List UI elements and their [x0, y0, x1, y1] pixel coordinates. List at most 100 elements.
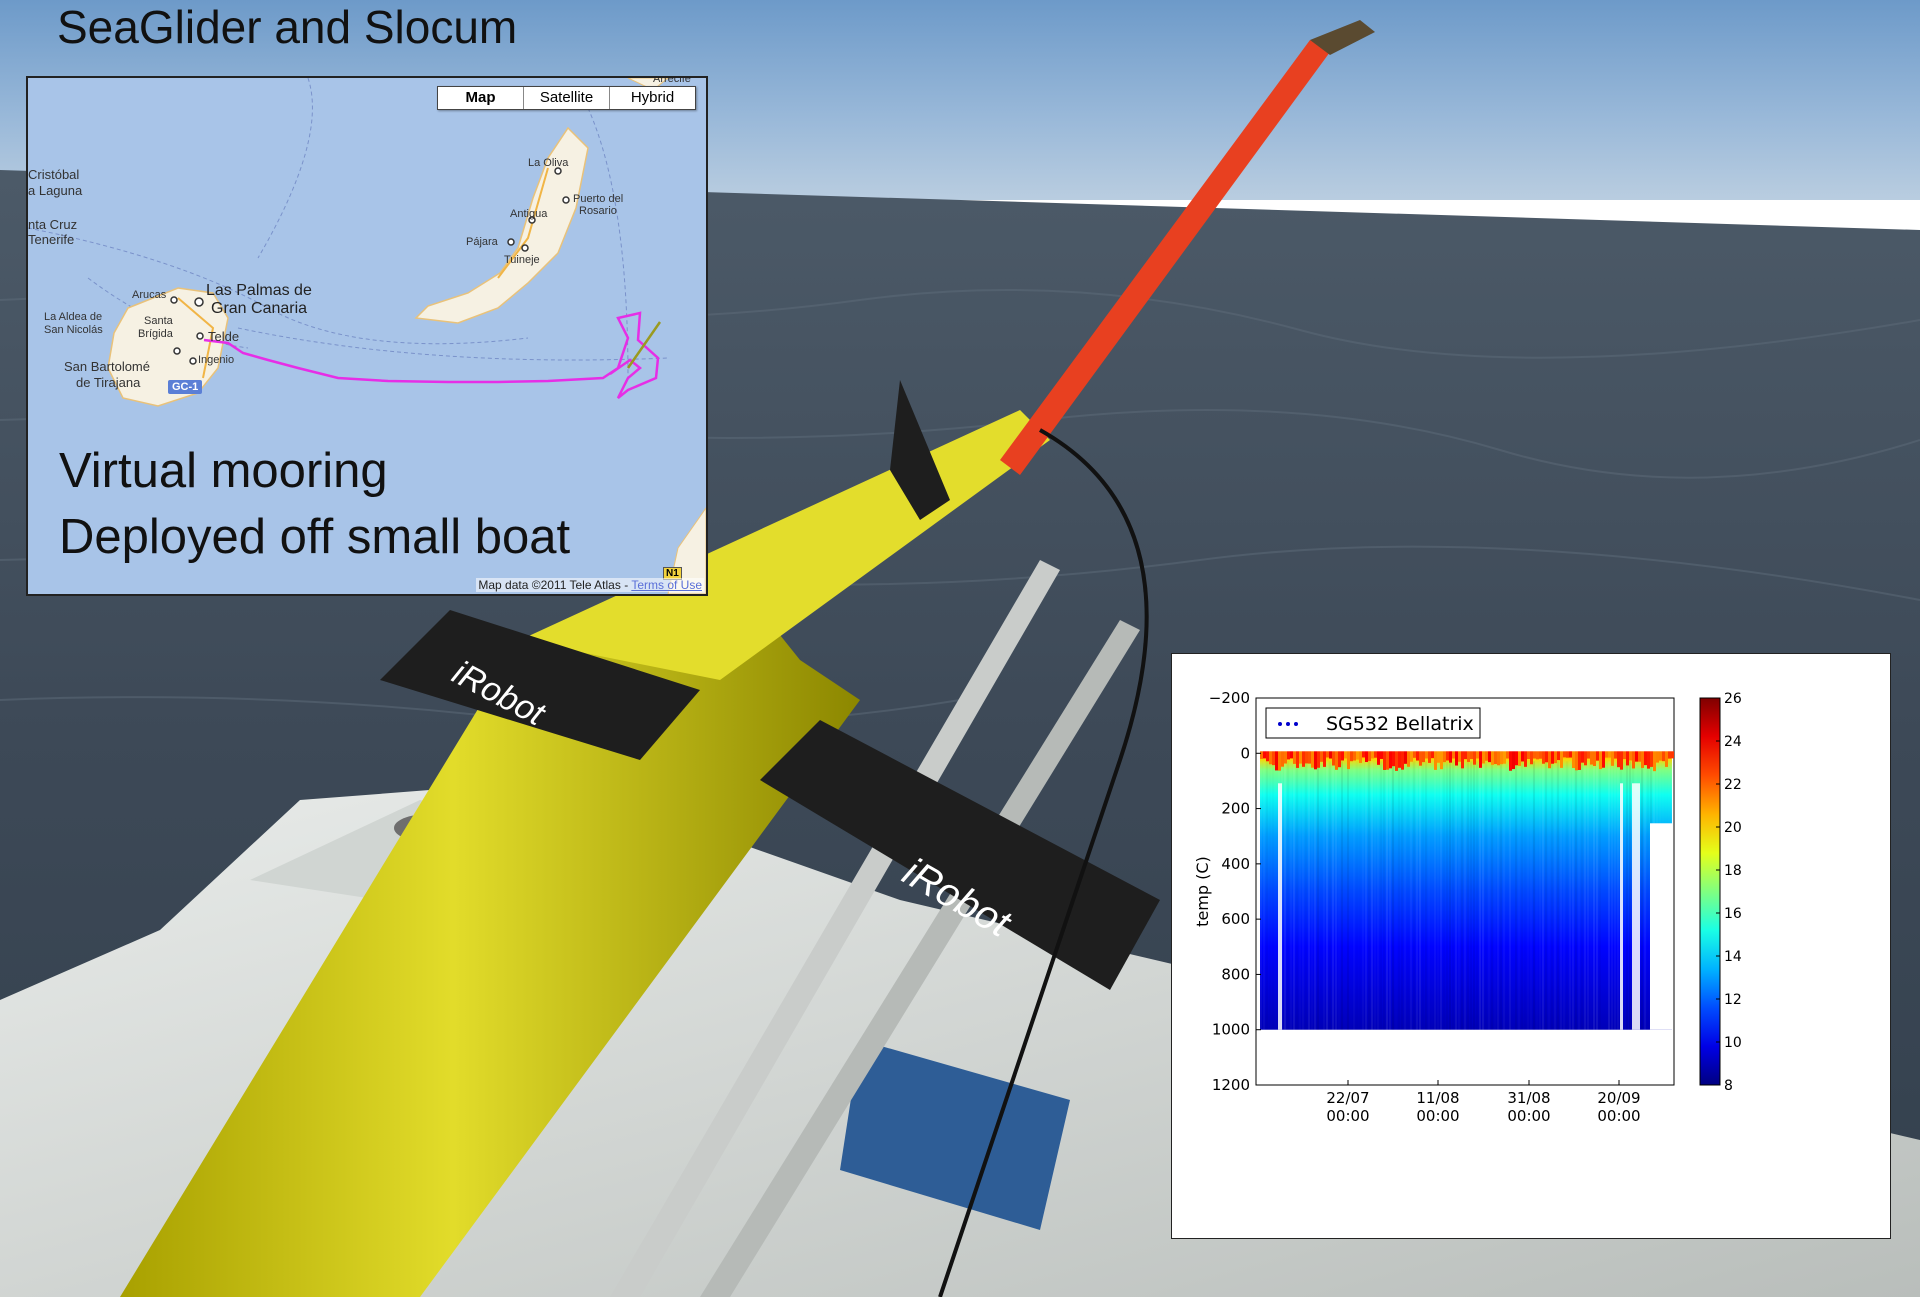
- surface-strip: [1287, 751, 1290, 760]
- colorbar: [1699, 697, 1721, 1086]
- surface-strip: [1365, 751, 1368, 763]
- terms-of-use-link[interactable]: Terms of Use: [631, 578, 702, 592]
- heatmap-strip: [1566, 761, 1568, 1029]
- surface-strip: [1416, 751, 1419, 761]
- surface-strip: [1596, 751, 1599, 761]
- map-type-hybrid-button[interactable]: Hybrid: [609, 87, 695, 109]
- map-type-satellite-button[interactable]: Satellite: [523, 87, 609, 109]
- place-label: La Oliva: [528, 157, 569, 169]
- map-type-map-button[interactable]: Map: [465, 89, 496, 106]
- surface-strip: [1506, 751, 1509, 759]
- surface-strip: [1329, 751, 1332, 759]
- place-label: San Bartolomé: [64, 359, 150, 374]
- heatmap-strip: [1464, 761, 1466, 1030]
- heatmap-strip: [1368, 761, 1370, 1030]
- surface-strip: [1419, 751, 1422, 766]
- heatmap-strip: [1266, 761, 1268, 1029]
- heatmap-strip: [1593, 761, 1595, 1030]
- heatmap-strip: [1371, 761, 1373, 1030]
- map-type-control[interactable]: Map Satellite Hybrid: [437, 86, 696, 110]
- place-label: Arucas: [132, 289, 167, 301]
- heatmap-strip: [1563, 761, 1565, 1029]
- heatmap-strip: [1269, 761, 1271, 1029]
- surface-strip: [1464, 751, 1467, 760]
- y-tick-label: 200: [1221, 800, 1250, 818]
- heatmap-strip: [1641, 761, 1643, 1030]
- place-label: Brígida: [138, 328, 173, 340]
- heatmap-strip: [1545, 761, 1547, 1030]
- heatmap-strip: [1398, 761, 1400, 1029]
- place-label: nta Cruz: [28, 217, 78, 232]
- surface-strip: [1305, 751, 1308, 764]
- heatmap-strip: [1290, 761, 1292, 1029]
- heatmap-strip: [1344, 761, 1346, 1029]
- place-label: Ingenio: [198, 354, 235, 366]
- map-caption: Virtual mooring Deployed off small boat: [59, 438, 570, 570]
- surface-strip: [1473, 751, 1476, 765]
- surface-strip: [1533, 751, 1536, 759]
- heatmap-strip: [1275, 761, 1277, 1029]
- heatmap-strip: [1485, 761, 1487, 1029]
- surface-strip: [1290, 751, 1293, 759]
- surface-strip: [1383, 751, 1386, 770]
- x-tick-label: 00:00: [1416, 1107, 1459, 1125]
- heatmap-strip: [1518, 761, 1520, 1029]
- surface-strip: [1446, 751, 1449, 761]
- surface-strip: [1575, 751, 1578, 771]
- surface-strip: [1428, 751, 1431, 763]
- heatmap-strip: [1311, 761, 1313, 1029]
- heatmap-strip: [1536, 761, 1538, 1029]
- heatmap-strip: [1602, 761, 1604, 1029]
- heatmap-strip: [1515, 761, 1517, 1030]
- heatmap-strip: [1455, 761, 1457, 1030]
- place-label: Antigua: [510, 208, 548, 220]
- heatmap-strip: [1608, 761, 1610, 1030]
- heatmap-strip: [1578, 761, 1580, 1029]
- surface-strip: [1263, 751, 1266, 759]
- surface-strip: [1491, 751, 1494, 765]
- surface-strip: [1518, 751, 1521, 766]
- colorbar-tick-label: 26: [1724, 691, 1742, 707]
- surface-strip: [1377, 751, 1380, 765]
- surface-strip: [1530, 751, 1533, 765]
- y-tick-label: 400: [1221, 855, 1250, 873]
- surface-strip: [1272, 751, 1275, 766]
- heatmap-strip: [1647, 761, 1649, 1029]
- surface-strip: [1479, 751, 1482, 768]
- heatmap-strip: [1575, 761, 1577, 1030]
- surface-strip: [1587, 751, 1590, 759]
- heatmap-strip: [1629, 761, 1631, 1030]
- colorbar-tick-label: 18: [1724, 863, 1742, 879]
- surface-strip: [1485, 751, 1488, 761]
- map-canvas[interactable]: [28, 78, 706, 594]
- surface-strip: [1320, 751, 1323, 762]
- heatmap-strip: [1440, 761, 1442, 1030]
- surface-strip: [1653, 751, 1656, 772]
- heatmap-strip: [1350, 761, 1352, 1029]
- heatmap-strip: [1572, 761, 1574, 1030]
- colorbar-tick-label: 24: [1724, 734, 1742, 750]
- legend-marker: [1286, 722, 1290, 726]
- heatmap-strip: [1551, 761, 1553, 1029]
- town-markers: [170, 167, 570, 365]
- surface-strip: [1284, 751, 1287, 764]
- map-inset[interactable]: Map Satellite Hybrid Cristóbal a Laguna …: [26, 76, 708, 596]
- colorbar-tick-label: 12: [1724, 992, 1742, 1008]
- heatmap-strip: [1458, 761, 1460, 1029]
- surface-strip: [1515, 751, 1518, 766]
- data-gap: [1632, 783, 1640, 1030]
- heatmap-strip: [1611, 761, 1613, 1030]
- heatmap-strip: [1335, 761, 1337, 1030]
- surface-strip: [1470, 751, 1473, 760]
- surface-strip: [1560, 751, 1563, 768]
- place-label: Santa: [144, 315, 173, 327]
- place-label: Tenerife: [28, 232, 75, 247]
- heatmap-strip: [1428, 761, 1430, 1029]
- heatmap-strip: [1416, 761, 1418, 1030]
- heatmap-strip: [1422, 761, 1424, 1029]
- heatmap-strip: [1407, 761, 1409, 1029]
- y-tick-label: −200: [1209, 689, 1250, 707]
- heatmap-strip: [1263, 761, 1265, 1030]
- x-tick-label: 22/07: [1326, 1089, 1369, 1107]
- heatmap-strip: [1491, 761, 1493, 1030]
